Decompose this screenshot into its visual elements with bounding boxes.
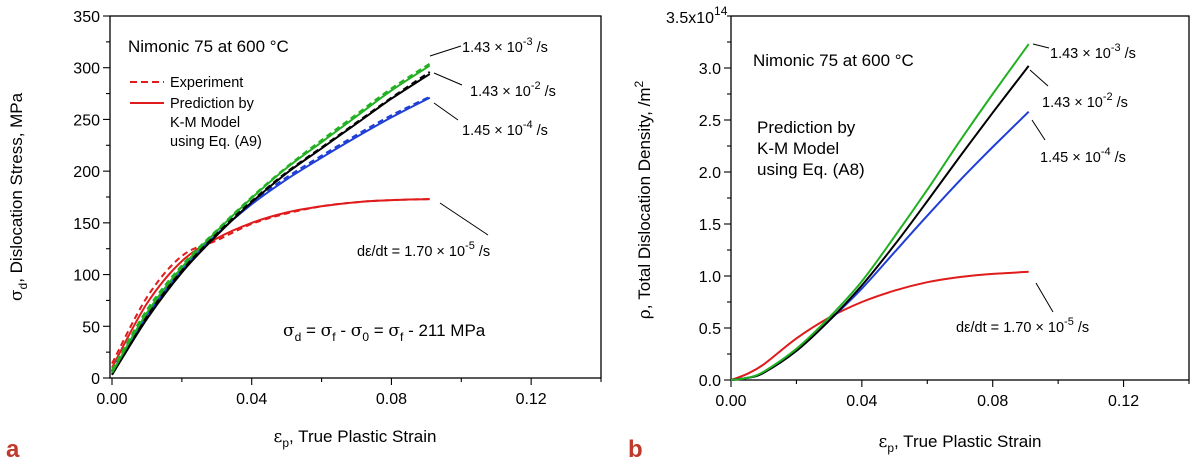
legend-experiment-label: Experiment [170,75,243,91]
y-axis-label-b: ρ, Total Dislocation Density, /m2 [632,80,655,319]
chart-b: b 0.00 0.04 0.08 0.120.00.51.01.52.02.53.0 … [628,4,1190,463]
curves-a [111,62,431,376]
y-tick-label: 3.0 [699,61,721,78]
rate-label-b-green: 1.43 × 10-3/s [1050,42,1136,62]
arrow-b-green [1032,43,1050,49]
rate-label-b-blue: 1.45 × 10-4/s [1040,146,1126,166]
x-tick-label: 0.04 [846,393,877,410]
panel-label-b: b [628,436,643,463]
legend-b-line-2: K-M Model [757,139,839,158]
y-tick-label: 0.0 [699,373,721,390]
prediction-line-1 [111,73,431,376]
chart-a: a 0.00 0.04 0.08 0.12050100150200250300350 … [6,9,602,463]
arrow-a-blue [433,102,459,121]
arrow-a-green [429,45,462,57]
curves-b [730,43,1030,381]
axis-ticks-b: 0.00 0.04 0.08 0.12 0.0 0.5 1.0 1.5 2.0 2.5 3.0 [699,15,1190,410]
y-axis-top-label-b: 3.5x1014 [666,4,728,27]
x-tick-label: 0.04 [236,391,267,408]
x-axis-label-b: εp, True Plastic Strain [879,432,1042,455]
axis-ticks-a: 0.00 0.04 0.08 0.12 0 50 100 150 200 250 300 350 [73,9,602,408]
y-tick-label: 1.5 [699,217,721,234]
prediction-line-0 [111,64,431,374]
arrow-a-black [433,72,463,86]
panel-label-a: a [6,436,20,463]
y-tick-label: 200 [73,164,100,181]
y-tick-label: 50 [82,319,100,336]
x-tick-label: 0.00 [96,391,127,408]
y-tick-label: 350 [73,9,100,26]
rate-label-a-red: dε/dt = 1.70 × 10-5/s [357,240,490,260]
legend-prediction-line-3: using Eq. (A9) [170,134,262,150]
x-tick-label: 0.00 [715,393,746,410]
rate-label-b-red: dε/dt = 1.70 × 10-5/s [956,316,1089,336]
equation-a: σd = σf - σ0 = σf - 211 MPa [283,321,486,344]
legend-prediction-line-2: K-M Model [170,115,240,131]
prediction-line-3 [730,270,1029,381]
y-tick-label: 0 [91,371,100,388]
prediction-line-2 [111,96,431,375]
y-tick-label: 2.0 [699,165,721,182]
y-tick-label: 150 [73,216,100,233]
rate-label-a-black: 1.43 × 10-2/s [470,80,556,100]
y-tick-label: 250 [73,112,100,129]
title-a: Nimonic 75 at 600 °C [128,37,289,56]
x-tick-label: 0.08 [977,393,1008,410]
y-tick-label: 2.5 [699,113,721,130]
x-tick-label: 0.12 [516,391,547,408]
arrow-b-red [1035,282,1054,313]
x-tick-label: 0.12 [1108,393,1139,410]
legend-b-line-3: using Eq. (A8) [757,160,865,179]
x-tick-label: 0.08 [376,391,407,408]
legend-prediction-line-1: Prediction by [170,96,255,112]
title-b: Nimonic 75 at 600 °C [753,51,914,70]
rate-label-b-black: 1.43 × 10-2/s [1042,91,1128,111]
prediction-line-0 [730,43,1030,381]
arrow-a-red [439,202,489,236]
rate-label-a-green: 1.43 × 10-3/s [462,36,548,56]
prediction-line-3 [111,198,430,369]
x-axis-label-a: εp, True Plastic Strain [274,427,437,450]
y-tick-label: 100 [73,268,100,285]
arrow-b-blue [1031,119,1046,141]
y-tick-label: 0.5 [699,321,721,338]
arrow-b-black [1029,69,1049,87]
y-axis-label-a: σd, Dislocation Stress, MPa [7,92,30,301]
y-tick-label: 1.0 [699,269,721,286]
rate-label-a-blue: 1.45 × 10-4/s [462,119,548,139]
legend-b-line-1: Prediction by [757,118,856,137]
y-tick-label: 300 [73,61,100,78]
